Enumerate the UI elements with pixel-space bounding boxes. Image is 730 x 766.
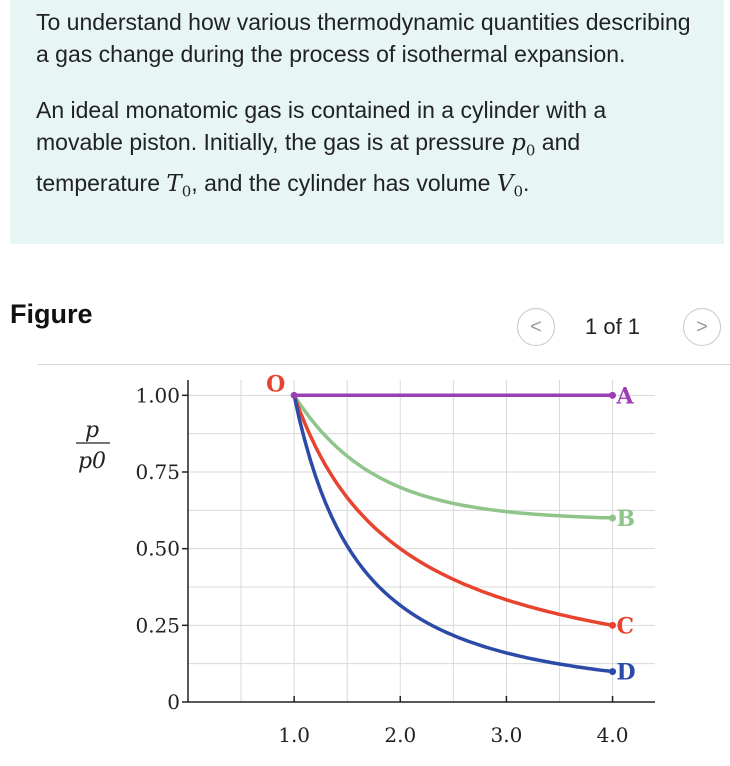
chevron-right-icon: > xyxy=(696,316,708,338)
start-point-label: O xyxy=(266,371,285,397)
series-label-B: B xyxy=(617,506,636,532)
series-end-point-C xyxy=(609,621,617,629)
y-tick-label: 0 xyxy=(167,690,180,714)
y-tick-label: 0.75 xyxy=(135,460,180,484)
y-axis-label-denominator: p0 xyxy=(78,449,106,474)
x-tick-label: 4.0 xyxy=(597,723,629,747)
t0-symbol: T0 xyxy=(166,170,192,201)
chart-grid xyxy=(188,380,655,702)
y-tick-label: 1.00 xyxy=(135,383,180,407)
next-figure-button[interactable]: > xyxy=(683,308,721,346)
series-label-D: D xyxy=(617,660,636,686)
y-axis-label-numerator: p xyxy=(85,418,99,443)
prev-figure-button[interactable]: < xyxy=(517,308,555,346)
intro-paragraph-setup: An ideal monatomic gas is contained in a… xyxy=(36,94,698,207)
series-line-C xyxy=(292,393,615,628)
chart-labels: p p0 A B CD O xyxy=(76,371,636,686)
chart-ticks: 0 0.25 0.50 0.75 1.00 1.0 2.0 3.0 4.0 xyxy=(135,383,628,747)
y-tick-label: 0.50 xyxy=(135,537,180,561)
x-tick-label: 2.0 xyxy=(384,723,416,747)
x-tick-label: 1.0 xyxy=(278,723,310,747)
problem-intro: To understand how various thermodynamic … xyxy=(10,0,724,244)
chart-axes xyxy=(187,380,655,703)
setup-text-2: and temperature xyxy=(36,129,581,196)
series-end-point-D xyxy=(609,668,617,676)
series-label-A: A xyxy=(616,383,635,409)
chevron-left-icon: < xyxy=(530,316,542,338)
p0-symbol: p0 xyxy=(511,130,536,160)
x-tick-label: 3.0 xyxy=(491,723,523,747)
setup-text-1: An ideal monatomic gas is contained in a… xyxy=(36,97,607,155)
start-point xyxy=(290,391,298,399)
series-label-C: C xyxy=(617,613,635,639)
series-line-B xyxy=(292,393,615,520)
intro-paragraph-goal: To understand how various thermodynamic … xyxy=(36,9,691,67)
y-tick-label: 0.25 xyxy=(135,613,180,637)
setup-text-3: , and the cylinder has volume xyxy=(191,169,497,196)
series-end-point-A xyxy=(609,391,617,399)
series-line-D xyxy=(292,393,615,674)
setup-text-4: . xyxy=(523,169,530,196)
v0-symbol: V0 xyxy=(496,170,524,201)
figure-divider xyxy=(38,364,730,365)
series-end-point-B xyxy=(609,514,617,522)
figure-title: Figure xyxy=(10,299,93,329)
figure-page-count: 1 of 1 xyxy=(585,314,641,339)
chart-series xyxy=(290,391,617,676)
